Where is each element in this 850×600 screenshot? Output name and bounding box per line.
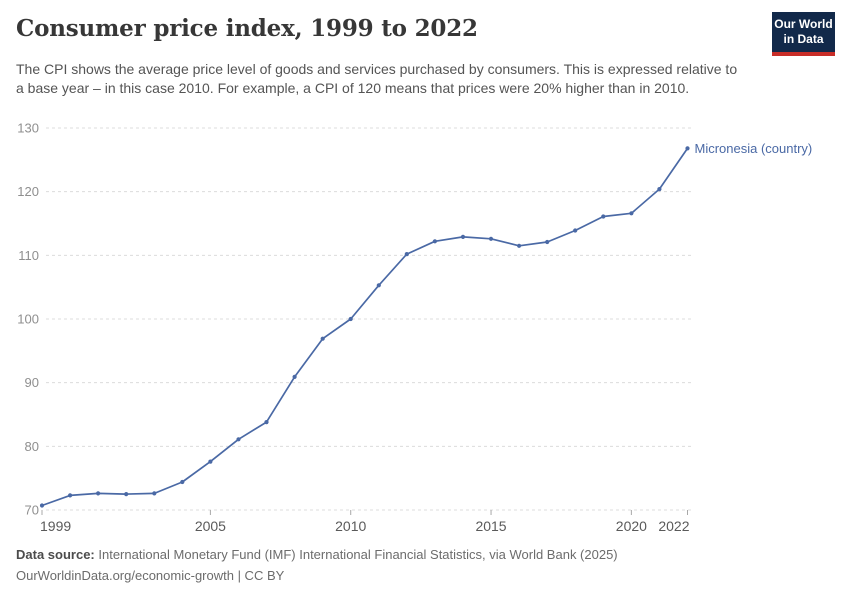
data-point-2001[interactable] [96, 491, 101, 496]
data-point-2008[interactable] [292, 374, 297, 379]
data-point-2000[interactable] [68, 493, 73, 498]
data-point-2010[interactable] [348, 316, 353, 322]
y-axis-label-130: 130 [17, 121, 39, 136]
y-axis-label-120: 120 [17, 184, 39, 199]
x-axis-label-1999: 1999 [40, 518, 71, 534]
y-axis-label-80: 80 [25, 439, 39, 454]
cpi-line-chart: 70 80 90 100 110 120 130 1999 2005 2010 2015 2020 20… [17, 121, 813, 535]
y-axis-label-100: 100 [17, 312, 39, 327]
data-point-2002[interactable] [124, 492, 129, 497]
y-axis-label-70: 70 [25, 503, 39, 518]
data-point-2007[interactable] [264, 420, 269, 425]
data-point-2020[interactable] [629, 211, 634, 216]
data-source-label: Data source: [16, 547, 95, 562]
x-axis-label-2005: 2005 [195, 518, 226, 534]
data-point-2018[interactable] [573, 228, 578, 233]
data-point-2015[interactable] [488, 236, 494, 241]
data-point-2006[interactable] [236, 437, 241, 442]
data-point-2005[interactable] [208, 459, 213, 464]
data-point-2014[interactable] [460, 234, 466, 239]
data-point-1999[interactable] [39, 503, 45, 508]
data-point-2011[interactable] [376, 283, 381, 288]
data-source-text: International Monetary Fund (IMF) Intern… [94, 547, 618, 562]
data-point-2012[interactable] [404, 252, 409, 257]
chart-subtitle: The CPI shows the average price level of… [16, 61, 738, 96]
data-point-2021[interactable] [657, 187, 662, 192]
owid-logo-line1: Our World [774, 17, 833, 31]
data-point-2009[interactable] [320, 336, 325, 341]
x-axis-label-2010: 2010 [335, 518, 366, 534]
y-axis-label-110: 110 [18, 248, 39, 263]
series-end-label[interactable]: Micronesia (country) [695, 141, 813, 156]
data-point-2019[interactable] [601, 214, 606, 219]
cpi-line[interactable] [41, 147, 689, 507]
chart-footer: Data source: International Monetary Fund… [16, 544, 618, 586]
x-axis-label-2022: 2022 [658, 518, 689, 534]
data-point-2004[interactable] [180, 479, 185, 485]
data-point-2016[interactable] [517, 243, 522, 248]
data-point-2017[interactable] [545, 239, 550, 245]
data-source-line: Data source: International Monetary Fund… [16, 544, 618, 565]
owid-logo-line2: in Data [783, 32, 824, 46]
x-axis-label-2020: 2020 [616, 518, 647, 534]
y-axis-label-90: 90 [25, 375, 39, 390]
data-point-2013[interactable] [432, 239, 437, 244]
page-title: Consumer price index, 1999 to 2022 [16, 15, 478, 42]
data-point-2003[interactable] [152, 491, 157, 496]
license-line: OurWorldinData.org/economic-growth | CC … [16, 568, 285, 583]
owid-logo[interactable]: Our World in Data [772, 12, 835, 56]
data-point-2022[interactable] [685, 146, 690, 151]
x-axis-label-2015: 2015 [475, 518, 506, 534]
